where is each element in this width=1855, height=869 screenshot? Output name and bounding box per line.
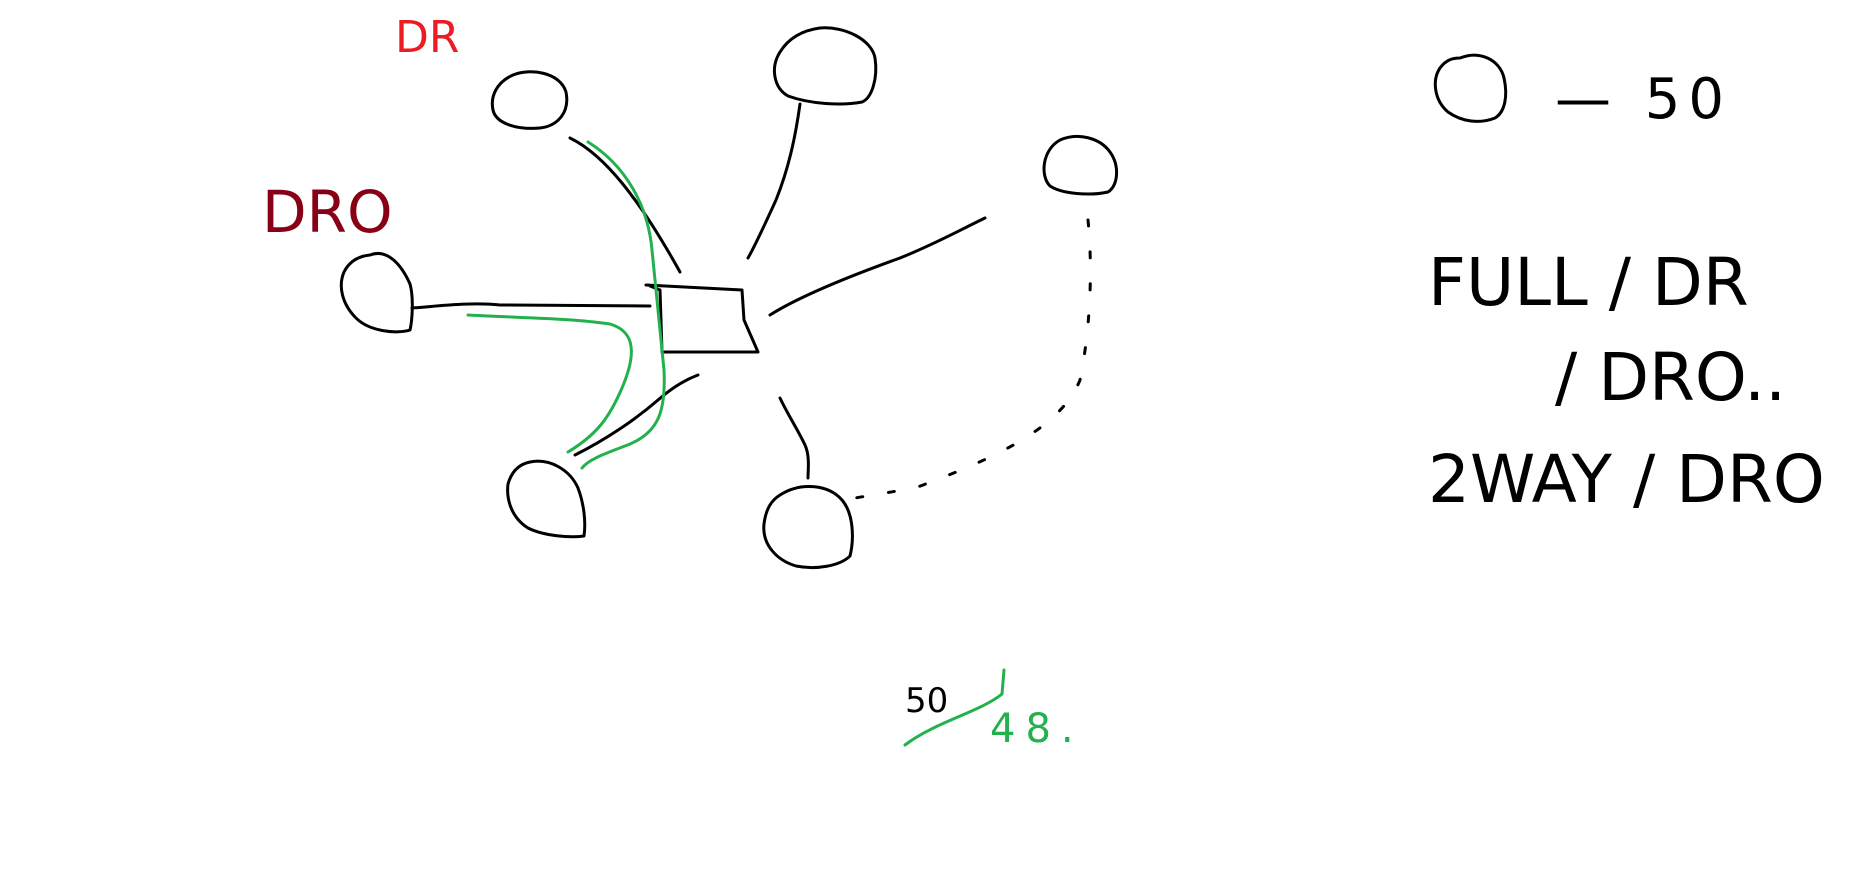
connection-hub-bottom-left <box>573 373 700 457</box>
node-dr <box>490 70 569 130</box>
legend-node-limit: — 50 <box>1555 67 1732 132</box>
green-connection-dr-bottom-left <box>580 140 666 470</box>
hub <box>644 283 760 354</box>
legend-node-icon <box>1433 53 1508 123</box>
legend-line-1: FULL / DR <box>1428 244 1749 321</box>
legend-line-3: 2WAY / DRO <box>1428 441 1825 518</box>
dro-label: DRO <box>262 178 393 246</box>
node-dro <box>339 252 414 334</box>
bottom-note-strikethrough <box>903 668 1006 747</box>
connection-hub-right <box>768 216 987 317</box>
connection-hub-dro <box>410 302 652 310</box>
bottom-note-original: 50 <box>905 681 948 721</box>
green-connection-dro-bottom-left <box>466 313 633 454</box>
connection-hub-dr <box>568 136 682 274</box>
bottom-note-replacement: 48. <box>990 706 1084 752</box>
dr-label: DR <box>395 12 459 63</box>
node-top <box>772 26 878 106</box>
connection-hub-top <box>746 102 802 260</box>
node-bottom-left <box>506 459 587 539</box>
node-right <box>1042 135 1118 196</box>
legend-line-2: / DRO.. <box>1555 339 1786 416</box>
connection-dotted-right-bottom <box>853 218 1092 500</box>
node-bottom <box>762 484 854 570</box>
connection-hub-bottom <box>778 396 810 480</box>
